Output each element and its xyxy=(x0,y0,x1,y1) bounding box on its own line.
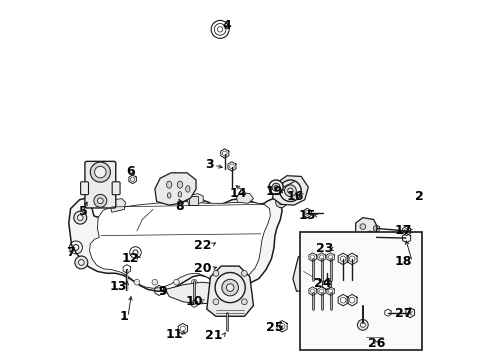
Ellipse shape xyxy=(185,186,190,192)
Circle shape xyxy=(278,200,283,205)
Ellipse shape xyxy=(307,276,313,284)
Ellipse shape xyxy=(304,258,310,266)
Polygon shape xyxy=(187,194,203,206)
Text: 13: 13 xyxy=(109,280,126,293)
Circle shape xyxy=(275,197,286,208)
Circle shape xyxy=(97,198,103,204)
Polygon shape xyxy=(206,266,253,316)
Text: 25: 25 xyxy=(265,321,283,334)
Text: 21: 21 xyxy=(205,329,223,342)
Circle shape xyxy=(360,322,365,327)
Ellipse shape xyxy=(166,181,171,188)
Ellipse shape xyxy=(369,334,378,339)
Polygon shape xyxy=(89,202,270,288)
Polygon shape xyxy=(292,246,335,291)
FancyBboxPatch shape xyxy=(112,182,120,195)
Circle shape xyxy=(134,279,140,285)
Circle shape xyxy=(222,279,238,296)
Polygon shape xyxy=(236,193,253,203)
FancyBboxPatch shape xyxy=(81,182,88,195)
Text: 20: 20 xyxy=(194,262,211,275)
Ellipse shape xyxy=(167,193,171,198)
Circle shape xyxy=(75,256,88,269)
Ellipse shape xyxy=(314,271,321,279)
Circle shape xyxy=(74,211,86,224)
Circle shape xyxy=(274,185,277,189)
Circle shape xyxy=(94,194,106,207)
Circle shape xyxy=(173,279,179,285)
Text: 12: 12 xyxy=(121,252,139,265)
Circle shape xyxy=(284,185,296,197)
Circle shape xyxy=(77,215,83,221)
Circle shape xyxy=(366,231,372,237)
Ellipse shape xyxy=(178,192,182,197)
Text: 22: 22 xyxy=(194,239,211,252)
Text: 4: 4 xyxy=(222,19,230,32)
Polygon shape xyxy=(155,173,196,205)
Text: 23: 23 xyxy=(315,242,333,255)
Circle shape xyxy=(241,270,247,276)
Polygon shape xyxy=(272,176,308,205)
Text: 7: 7 xyxy=(66,246,75,259)
Circle shape xyxy=(271,183,280,191)
Circle shape xyxy=(152,279,158,285)
Circle shape xyxy=(213,270,218,276)
Bar xyxy=(300,232,421,350)
Text: 26: 26 xyxy=(367,337,385,350)
Circle shape xyxy=(215,273,244,303)
FancyBboxPatch shape xyxy=(85,161,116,208)
Text: 24: 24 xyxy=(313,277,330,290)
Text: 15: 15 xyxy=(298,209,316,222)
Polygon shape xyxy=(355,218,376,242)
Circle shape xyxy=(287,188,292,193)
Text: 3: 3 xyxy=(205,158,214,171)
Text: 19: 19 xyxy=(265,185,283,198)
Text: 10: 10 xyxy=(185,295,203,308)
Circle shape xyxy=(357,319,367,330)
Ellipse shape xyxy=(365,332,383,342)
Polygon shape xyxy=(69,198,282,291)
Circle shape xyxy=(78,260,84,265)
Text: 8: 8 xyxy=(175,201,183,213)
Text: 18: 18 xyxy=(394,255,411,268)
Text: 11: 11 xyxy=(166,328,183,341)
Text: 9: 9 xyxy=(159,285,167,298)
Text: 6: 6 xyxy=(126,165,135,177)
Circle shape xyxy=(191,279,197,285)
Circle shape xyxy=(226,284,233,291)
Ellipse shape xyxy=(177,181,182,188)
Text: 14: 14 xyxy=(229,187,247,200)
Circle shape xyxy=(268,180,283,194)
Circle shape xyxy=(94,166,106,178)
Circle shape xyxy=(241,299,247,305)
Circle shape xyxy=(213,299,218,305)
Polygon shape xyxy=(165,282,233,304)
Circle shape xyxy=(359,224,365,229)
Text: 27: 27 xyxy=(394,307,411,320)
Circle shape xyxy=(279,180,301,202)
Text: 2: 2 xyxy=(414,190,423,203)
Polygon shape xyxy=(110,199,125,212)
Text: 1: 1 xyxy=(119,310,128,324)
Text: 16: 16 xyxy=(285,190,303,203)
Text: 5: 5 xyxy=(79,205,87,218)
Circle shape xyxy=(90,162,110,182)
Bar xyxy=(188,196,197,205)
Text: 17: 17 xyxy=(394,224,411,238)
